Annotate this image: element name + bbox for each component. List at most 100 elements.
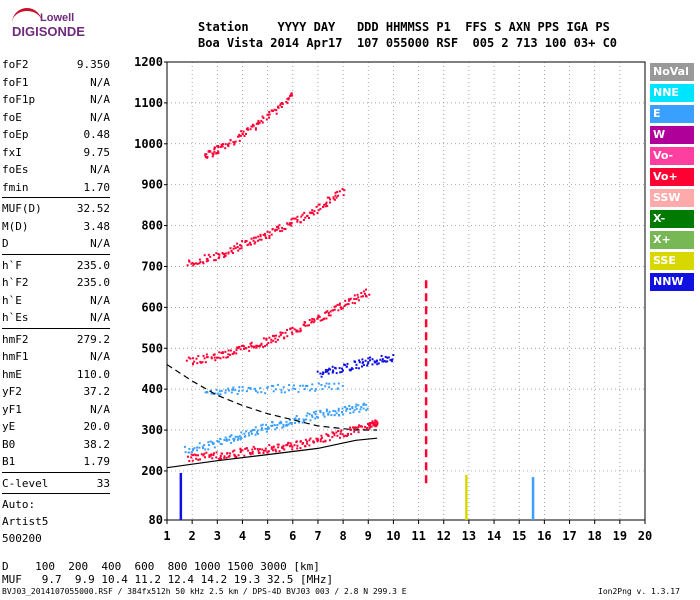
echo-point (333, 432, 336, 435)
echo-point (319, 372, 322, 375)
echo-point (353, 294, 356, 297)
echo-point (311, 317, 314, 320)
echo-point (206, 156, 209, 159)
echo-point (197, 454, 199, 457)
echo-point (295, 329, 298, 332)
echo-point (226, 452, 229, 455)
echo-point (234, 140, 237, 143)
echo-point (329, 198, 332, 201)
echo-point (210, 454, 212, 457)
echo-point (301, 442, 304, 445)
echo-point (240, 449, 242, 452)
echo-point (199, 458, 201, 461)
echo-point (236, 393, 239, 395)
echo-point (217, 152, 220, 155)
echo-point (371, 358, 374, 361)
echo-point (257, 239, 259, 242)
echo-point (343, 189, 346, 192)
echo-point (200, 453, 203, 456)
echo-point (224, 436, 227, 439)
echo-point (357, 296, 360, 299)
echo-point (392, 354, 395, 356)
echo-point (208, 444, 210, 447)
echo-point (338, 303, 341, 306)
echo-point (214, 359, 217, 362)
echo-point (303, 211, 306, 214)
echo-point (337, 409, 340, 412)
echo-point (203, 452, 206, 455)
echo-point (353, 409, 356, 412)
echo-point (281, 426, 284, 429)
echo-point (225, 356, 228, 359)
echo-point (211, 441, 214, 444)
echo-point (227, 349, 230, 352)
echo-point (204, 361, 207, 364)
echo-point (311, 383, 314, 386)
echo-point (251, 428, 254, 431)
echo-point (287, 97, 290, 100)
echo-point (342, 194, 345, 197)
echo-point (351, 407, 354, 410)
echo-point (317, 439, 319, 442)
echo-point (308, 439, 311, 442)
echo-point (332, 196, 335, 199)
param-name: hmF2 (2, 332, 29, 346)
echo-point (362, 290, 365, 293)
echo-point (288, 384, 291, 386)
echo-point (323, 415, 326, 418)
echo-point (204, 153, 207, 156)
echo-point (242, 130, 245, 133)
echo-point (358, 361, 361, 364)
echo-point (299, 447, 302, 449)
echo-point (290, 218, 293, 221)
echo-point (243, 347, 245, 350)
echo-point (324, 311, 327, 314)
echo-point (287, 98, 290, 101)
echo-point (223, 439, 226, 441)
echo-point (281, 102, 284, 105)
echo-point (368, 427, 371, 430)
footer-muf-row: MUF 9.7 9.9 10.4 11.2 12.4 14.2 19.3 32.… (2, 573, 334, 586)
echo-point (257, 449, 260, 452)
echo-point (240, 244, 243, 247)
echo-point (273, 335, 275, 337)
echo-point (311, 414, 313, 417)
echo-point (290, 92, 293, 95)
echo-point (213, 356, 216, 359)
echo-point (259, 387, 262, 390)
echo-point (341, 407, 344, 410)
param-row: foF1 N/A (2, 74, 110, 92)
echo-point (224, 350, 227, 353)
echo-point (274, 448, 277, 451)
echo-point (343, 305, 346, 307)
param-value: 1.79 (83, 455, 111, 468)
echo-point (272, 390, 275, 393)
y-tick-label: 200 (141, 464, 163, 478)
echo-point (219, 456, 222, 459)
echo-point (345, 409, 348, 412)
echo-point (368, 424, 370, 427)
echo-point (259, 235, 262, 238)
echo-point (360, 295, 363, 298)
echo-point (336, 387, 339, 390)
echo-point (362, 407, 365, 410)
echo-point (320, 384, 323, 386)
param-separator (2, 253, 110, 255)
echo-point (264, 234, 267, 237)
x-tick-label: 11 (411, 529, 425, 543)
echo-point (332, 409, 335, 412)
echo-point (299, 384, 302, 387)
param-value: N/A (90, 311, 110, 324)
echo-point (189, 357, 192, 360)
x-tick-label: 2 (189, 529, 196, 543)
echo-point (335, 196, 338, 199)
echo-point (367, 423, 369, 425)
x-tick-label: 9 (365, 529, 372, 543)
echo-point (306, 412, 309, 415)
echo-point (268, 235, 271, 237)
echo-point (344, 303, 347, 306)
echo-point (214, 259, 217, 262)
echo-point (317, 416, 319, 419)
echo-point (286, 102, 289, 105)
echo-point (190, 453, 193, 456)
